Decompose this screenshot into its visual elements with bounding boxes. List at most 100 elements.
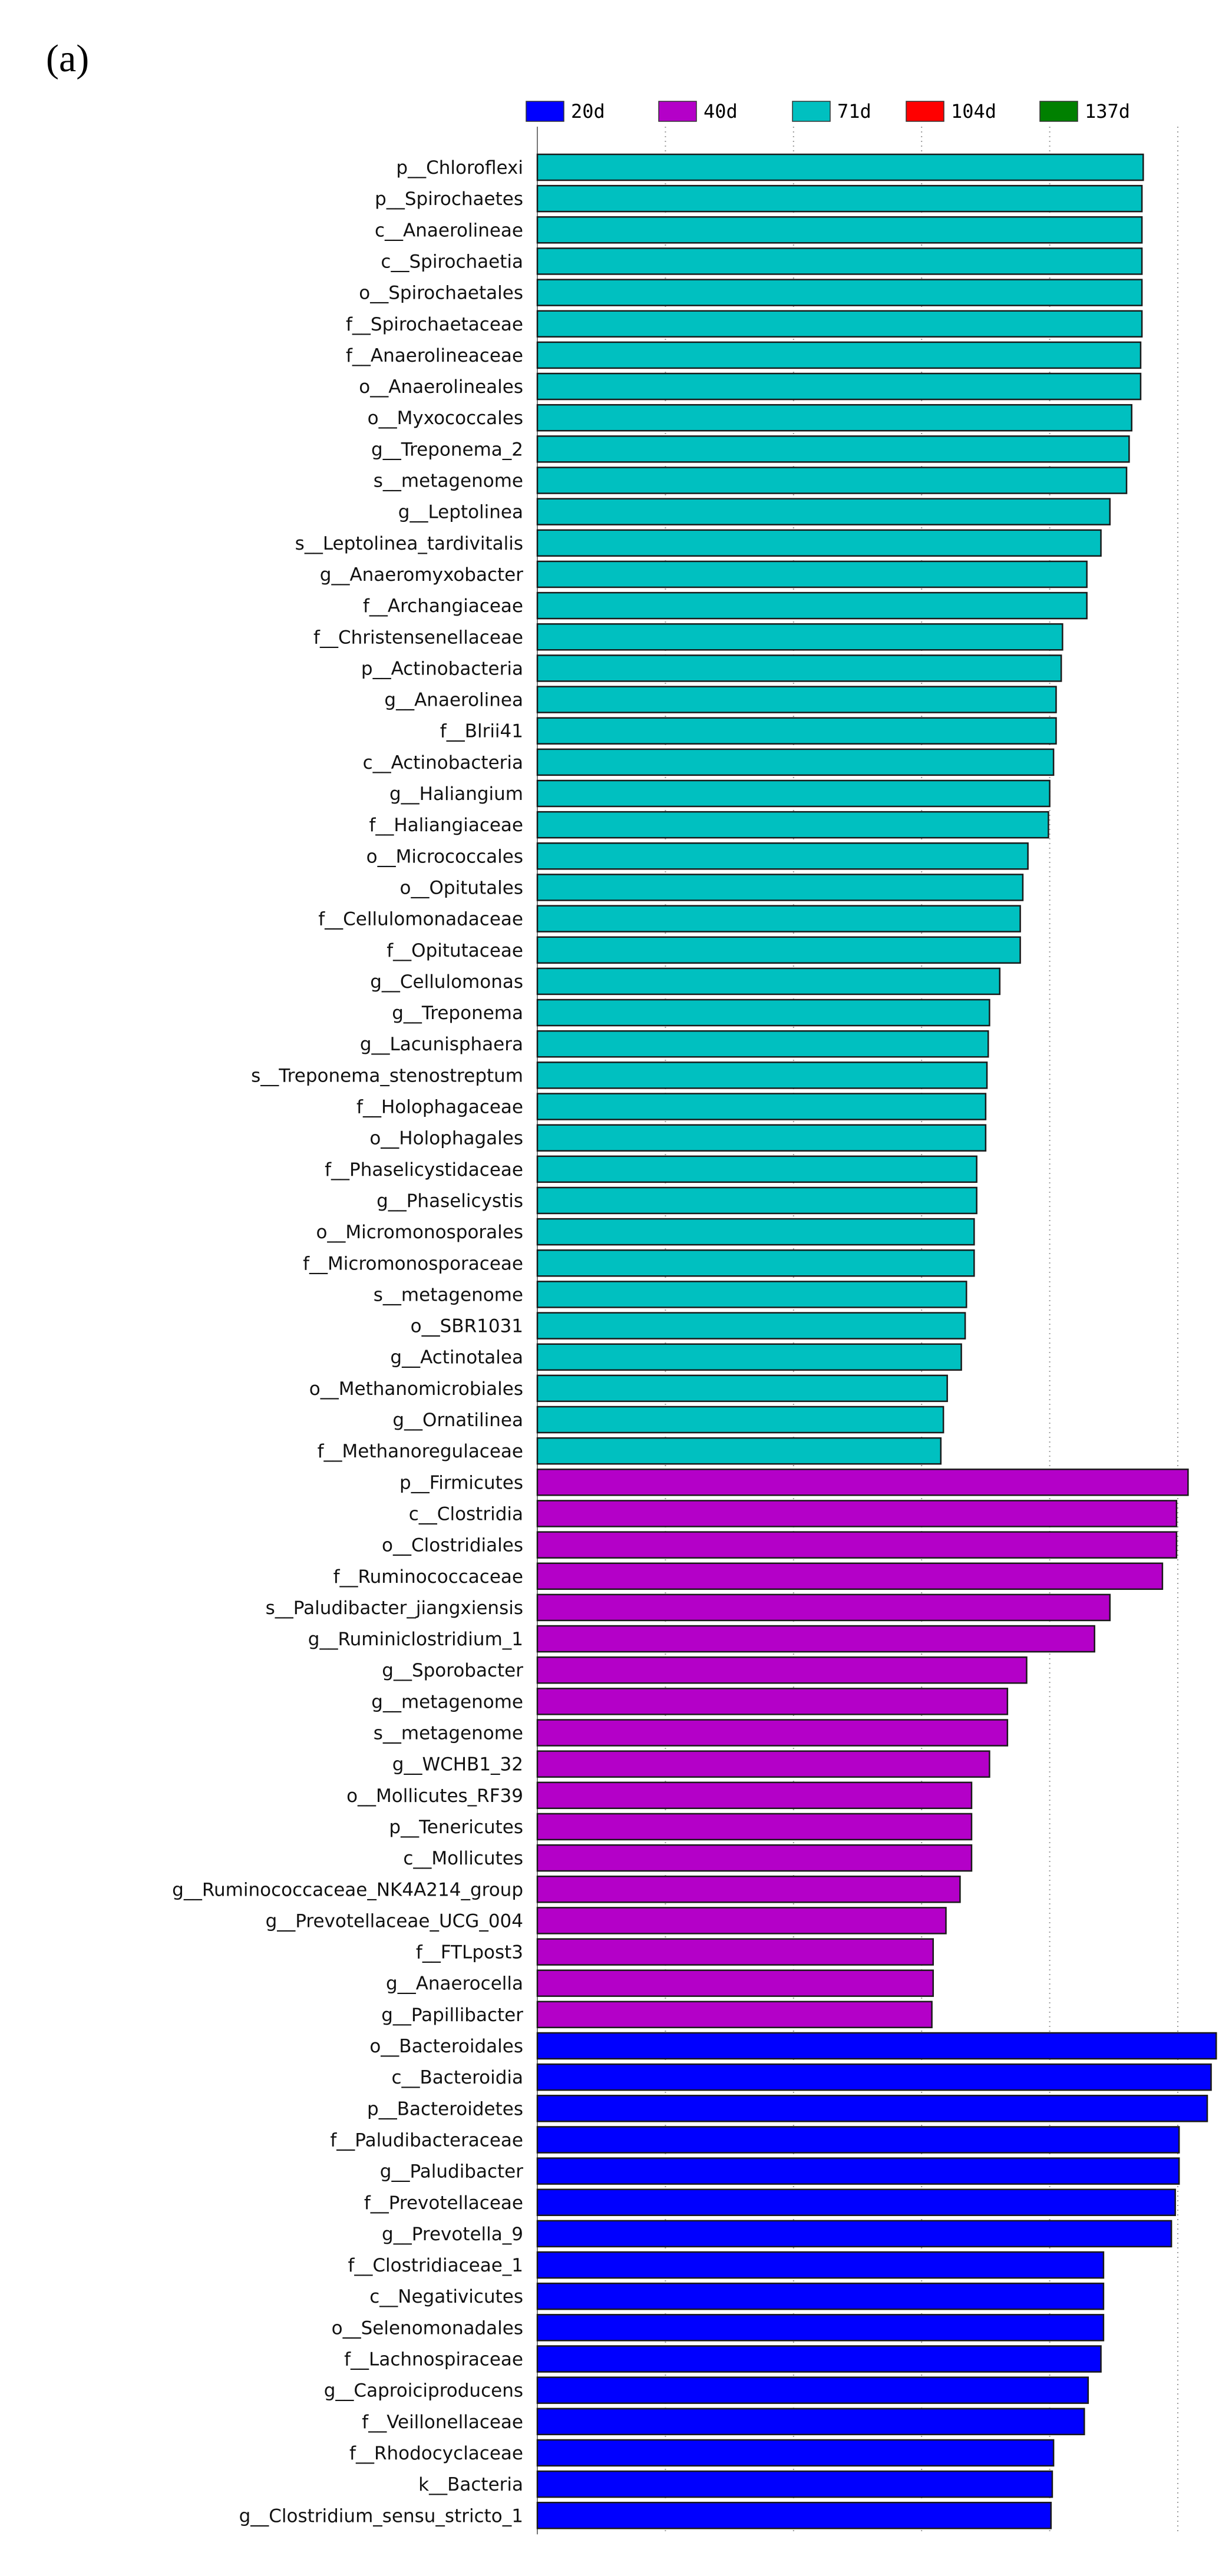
bar-label: o__Opitutales <box>400 877 523 898</box>
bar <box>536 153 1144 181</box>
bar-label: f__Prevotellaceae <box>364 2193 523 2214</box>
bar <box>536 435 1130 463</box>
bar-label: f__Paludibacteraceae <box>330 2129 523 2151</box>
bar-label: o__Anaerolineales <box>359 376 523 398</box>
bar-label: g__Cellulomonas <box>370 971 523 993</box>
bar <box>536 1719 1009 1747</box>
bar <box>536 1593 1111 1622</box>
bar <box>536 686 1057 713</box>
bar-label: o__Methanomicrobiales <box>309 1378 523 1400</box>
bar-label: g__Prevotella_9 <box>382 2224 523 2245</box>
bar <box>536 2314 1105 2342</box>
bar-label: c__Bacteroidia <box>391 2067 523 2088</box>
bar-label: g__Ruminiclostridium_1 <box>308 1629 523 1650</box>
bar-label: f__Opitutaceae <box>387 940 523 961</box>
bar-label: o__SBR1031 <box>411 1316 523 1337</box>
bar-label: p__Actinobacteria <box>361 658 523 679</box>
bar <box>536 811 1049 839</box>
bar <box>536 779 1051 808</box>
bar <box>536 2095 1208 2122</box>
legend-swatch <box>526 101 564 122</box>
legend-label: 137d <box>1085 100 1130 123</box>
bar-label: f__Christensenellaceae <box>313 627 523 648</box>
bar <box>536 529 1102 557</box>
bar <box>536 2470 1053 2498</box>
bar-label: g__Caproiciproducens <box>324 2380 523 2402</box>
bar <box>536 1062 988 1089</box>
bar <box>536 1374 948 1403</box>
bar-label: c__Anaerolineae <box>375 220 523 241</box>
panel-label: (a) <box>46 37 90 80</box>
bar <box>536 967 1001 996</box>
bar <box>536 2408 1085 2436</box>
bar-label: f__Lachnospiraceae <box>344 2349 523 2370</box>
bar <box>536 2157 1180 2185</box>
bar-label: f__Haliangiaceae <box>369 815 523 836</box>
bar <box>536 623 1063 651</box>
bar-label: s__metagenome <box>374 1284 523 1305</box>
bar <box>536 1656 1028 1684</box>
bar-label: o__Myxococcales <box>368 408 523 429</box>
bar-label: g__Paludibacter <box>380 2161 523 2183</box>
bar <box>536 498 1111 525</box>
bar <box>536 1249 975 1277</box>
bar-label: s__metagenome <box>374 471 523 492</box>
bar <box>536 341 1142 369</box>
bar <box>536 2063 1212 2091</box>
bar-label: p__Firmicutes <box>399 1472 523 1493</box>
bar-label: g__Ruminococcaceae_NK4A214_group <box>172 1879 523 1900</box>
legend-swatch <box>1039 101 1078 122</box>
bar-label: f__Cellulomonadaceae <box>318 909 523 930</box>
bar-label: g__WCHB1_32 <box>392 1754 523 1775</box>
bar <box>536 1938 934 1966</box>
bar <box>536 372 1142 401</box>
bar-label: o__Holophagales <box>369 1128 523 1149</box>
bar <box>536 184 1143 213</box>
bar-label: g__Sporobacter <box>382 1660 523 1681</box>
bar <box>536 2345 1102 2373</box>
bar-label: s__metagenome <box>374 1723 523 1744</box>
bar <box>536 1124 987 1152</box>
bar <box>536 1030 989 1058</box>
bar-label: p__Tenericutes <box>389 1817 523 1838</box>
bar-label: c__Actinobacteria <box>363 752 523 773</box>
bar-label: f__Anaerolineaceae <box>346 345 523 366</box>
bar-label: g__metagenome <box>371 1691 523 1712</box>
bar <box>536 247 1143 275</box>
bar-label: p__Bacteroidetes <box>367 2098 523 2119</box>
legend-swatch <box>792 101 831 122</box>
bar-label: o__Micrococcales <box>366 846 523 867</box>
bar <box>536 2188 1176 2216</box>
bar <box>536 1312 966 1340</box>
bar <box>536 591 1088 620</box>
legend-swatch <box>658 101 697 122</box>
bar-label: g__Lacunisphaera <box>360 1034 523 1055</box>
bar-label: g__Anaerocella <box>386 1973 523 1995</box>
bar <box>536 404 1132 432</box>
bar-label: f__Micromonosporaceae <box>303 1253 523 1274</box>
bar-label: g__Ornatilinea <box>392 1410 523 1431</box>
bar <box>536 2282 1105 2310</box>
bar <box>536 1186 977 1215</box>
labels-layer: p__Chloroflexi p__Spirochaetes c__Anaeroli… <box>172 157 523 2527</box>
bars-layer <box>536 153 1217 2529</box>
bar <box>536 748 1055 776</box>
bar-label: g__Leptolinea <box>398 502 523 523</box>
bar <box>536 842 1029 870</box>
bar <box>536 2126 1180 2154</box>
bar-label: o__Micromonosporales <box>316 1222 523 1243</box>
bar-label: g__Haliangium <box>389 783 523 805</box>
bar-label: f__Phaselicystidaceae <box>325 1159 523 1180</box>
bar <box>536 1625 1095 1653</box>
legend-label: 71d <box>837 100 871 123</box>
bar <box>536 1437 942 1465</box>
bar-label: g__Treponema <box>392 1003 523 1024</box>
bar <box>536 1093 987 1120</box>
bar-label: c__Negativicutes <box>369 2286 523 2307</box>
bar-label: f__Spirochaetaceae <box>346 314 523 335</box>
bar-label: f__Methanoregulaceae <box>318 1441 523 1462</box>
bar-label: g__Actinotalea <box>390 1347 523 1368</box>
bar-label: s__Leptolinea_tardivitalis <box>295 533 523 554</box>
bar <box>536 1531 1178 1559</box>
